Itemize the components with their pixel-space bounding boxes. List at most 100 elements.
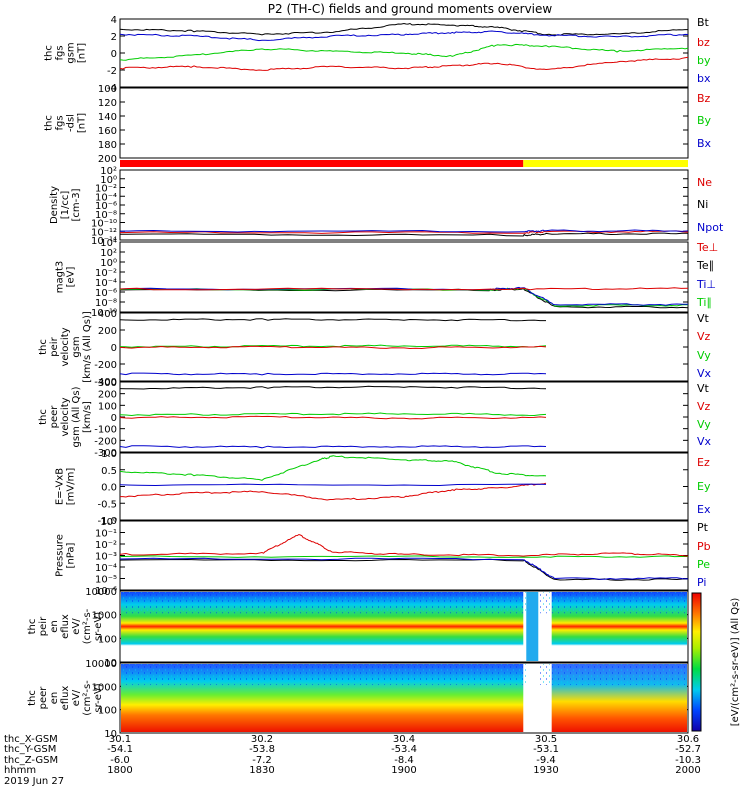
ytick-label: 10⁻¹⁰ <box>91 308 117 319</box>
ytick-label: 10² <box>100 248 117 259</box>
footer-row-label: thc_X-GSM <box>4 734 58 745</box>
footer-tick-x: 30.2 <box>251 734 273 745</box>
legend-entry: Vz <box>697 330 711 343</box>
footer-row-label: thc_Y-GSM <box>4 744 56 755</box>
legend-entry: Ne <box>697 176 712 189</box>
ytick-label: 10000 <box>85 659 117 670</box>
series-line-3 <box>119 533 688 557</box>
ylabel-line: [km/s] <box>82 401 93 433</box>
ytick-label: -400 <box>94 377 117 388</box>
ylabel-line: [km/s (All Qs)] <box>82 311 93 383</box>
legend-entry: Vx <box>697 435 712 448</box>
footer-tick-x: 30.1 <box>109 734 131 745</box>
series-line-0 <box>119 318 546 322</box>
ytick-label: 10⁰ <box>100 258 117 269</box>
footer-tick-y: -53.4 <box>391 744 417 755</box>
series-line-3 <box>119 445 547 449</box>
ytick-label: 10⁻⁵ <box>95 575 117 586</box>
ytick-label: -2 <box>107 66 117 77</box>
ylabel-line: en <box>49 620 60 633</box>
ytick-label: 0 <box>111 413 117 424</box>
ytick-label: 1000 <box>92 682 117 693</box>
legend-entry: Vt <box>697 312 710 325</box>
footer-tick-y: -52.7 <box>675 744 701 755</box>
ytick-label: 10⁻¹⁴ <box>91 236 117 247</box>
ytick-label: 10⁻⁸ <box>95 210 117 221</box>
footer-tick-y: -54.1 <box>107 744 133 755</box>
legend-entry: By <box>697 114 712 127</box>
series-line-1 <box>120 482 547 501</box>
ytick-label: 0 <box>111 343 117 354</box>
footer-tick-hhmm: 1800 <box>107 765 132 776</box>
footer-tick-hhmm: 1930 <box>533 765 558 776</box>
ylabel-line: E=-VxB <box>55 468 66 505</box>
ytick-label: 400 <box>98 309 117 320</box>
ylabel-line: sr-eV) <box>93 612 104 641</box>
ytick-label: -200 <box>94 360 117 371</box>
ylabel-line: [nPa] <box>66 542 77 568</box>
ylabel-line: eV/ <box>71 618 82 635</box>
series-line-2 <box>119 483 547 487</box>
ylabel-line: -dsl <box>66 114 77 132</box>
footer-tick-hhmm: 2000 <box>675 765 700 776</box>
footer-tick-y: -53.8 <box>249 744 275 755</box>
legend-entry: Npot <box>697 221 724 234</box>
ytick-label: 10² <box>100 166 117 177</box>
ylabel-line: peir <box>49 336 60 356</box>
footer-tick-z: -9.4 <box>536 755 556 766</box>
panel-frame <box>119 662 689 734</box>
panel-frame <box>119 452 689 521</box>
legend-entry: Bz <box>697 92 711 105</box>
footer-row-label: hhmm <box>4 765 36 776</box>
spectrogram-texture <box>121 592 687 614</box>
ytick-label: 1.0 <box>101 449 117 460</box>
series-line-1 <box>119 557 689 580</box>
footer-row-label: thc_Z-GSM <box>4 755 58 766</box>
ylabel-line: gsm <box>66 42 77 63</box>
ytick-label: 0.0 <box>101 483 117 494</box>
legend-entry: Vt <box>697 382 710 395</box>
ylabel-line: (cm²-s- <box>82 608 93 644</box>
legend-entry: Vx <box>697 367 712 380</box>
series-line-2 <box>119 415 547 420</box>
ylabel-line: thc <box>38 339 49 355</box>
ylabel-line: [mV/m] <box>66 468 77 506</box>
ylabel-line: (cm²-s- <box>82 680 93 716</box>
ytick-label: 10000 <box>85 587 117 598</box>
legend-entry: Ti⊥ <box>696 278 716 291</box>
ylabel-line: thc <box>44 45 55 61</box>
ylabel-line: [nT] <box>77 113 88 133</box>
legend-entry: Vy <box>697 349 711 362</box>
ytick-label: 0 <box>111 49 117 60</box>
state-bar-segment-0 <box>120 160 524 167</box>
footer-tick-x: 30.6 <box>677 734 699 745</box>
panel-frame <box>119 169 689 241</box>
ytick-label: 10⁻⁴ <box>95 192 117 203</box>
ytick-label: -4 <box>107 83 117 94</box>
ylabel-line: magt3 <box>55 261 66 294</box>
ytick-label: -0.5 <box>97 499 117 510</box>
ytick-label: 100 <box>98 84 117 95</box>
ylabel-line: gsm (All Qs) <box>71 386 82 447</box>
ylabel-line: fgs <box>55 45 66 60</box>
ylabel-line: thc <box>27 690 38 706</box>
series-line-3 <box>119 372 547 376</box>
panel-frame <box>119 87 689 159</box>
ytick-label: 4 <box>111 15 117 26</box>
ytick-label: 1000 <box>92 611 117 622</box>
ytick-label: 10⁻⁶ <box>95 288 117 299</box>
ytick-label: 10⁻¹⁰ <box>91 219 117 230</box>
ylabel-line: peir <box>38 616 49 636</box>
ytick-label: 10⁻² <box>95 184 117 195</box>
spectrogram-gap <box>526 664 539 732</box>
ylabel-line: [nT] <box>77 43 88 63</box>
ytick-label: -200 <box>94 436 117 447</box>
series-line-1 <box>119 30 689 42</box>
series-line-0 <box>119 385 547 390</box>
legend-entry: Pe <box>697 558 710 571</box>
series-line-0 <box>119 558 688 581</box>
footer-row-label: 2019 Jun 27 <box>4 776 64 787</box>
spectrogram-gap <box>526 592 539 661</box>
